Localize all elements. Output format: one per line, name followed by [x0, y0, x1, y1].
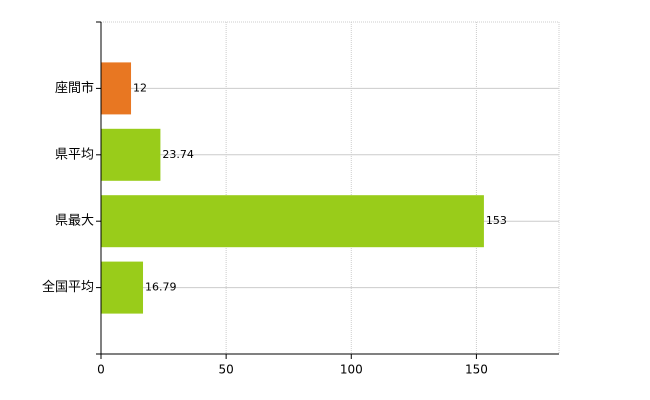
x-tick-label: 100 [340, 363, 363, 377]
value-label: 16.79 [145, 281, 177, 294]
x-tick-label: 150 [465, 363, 488, 377]
bar [101, 261, 144, 314]
x-tick-label: 50 [218, 363, 233, 377]
value-label: 23.74 [162, 148, 194, 161]
bar [101, 128, 161, 181]
y-tick-label: 全国平均 [42, 279, 94, 295]
bar [101, 195, 484, 248]
y-tick-label: 県最大 [55, 214, 94, 229]
y-tick-label: 県平均 [55, 147, 94, 162]
value-label: 153 [486, 214, 507, 227]
value-label: 12 [133, 81, 147, 94]
y-tick-label: 座間市 [55, 80, 94, 96]
x-tick-label: 0 [97, 363, 105, 377]
bar [101, 62, 132, 115]
